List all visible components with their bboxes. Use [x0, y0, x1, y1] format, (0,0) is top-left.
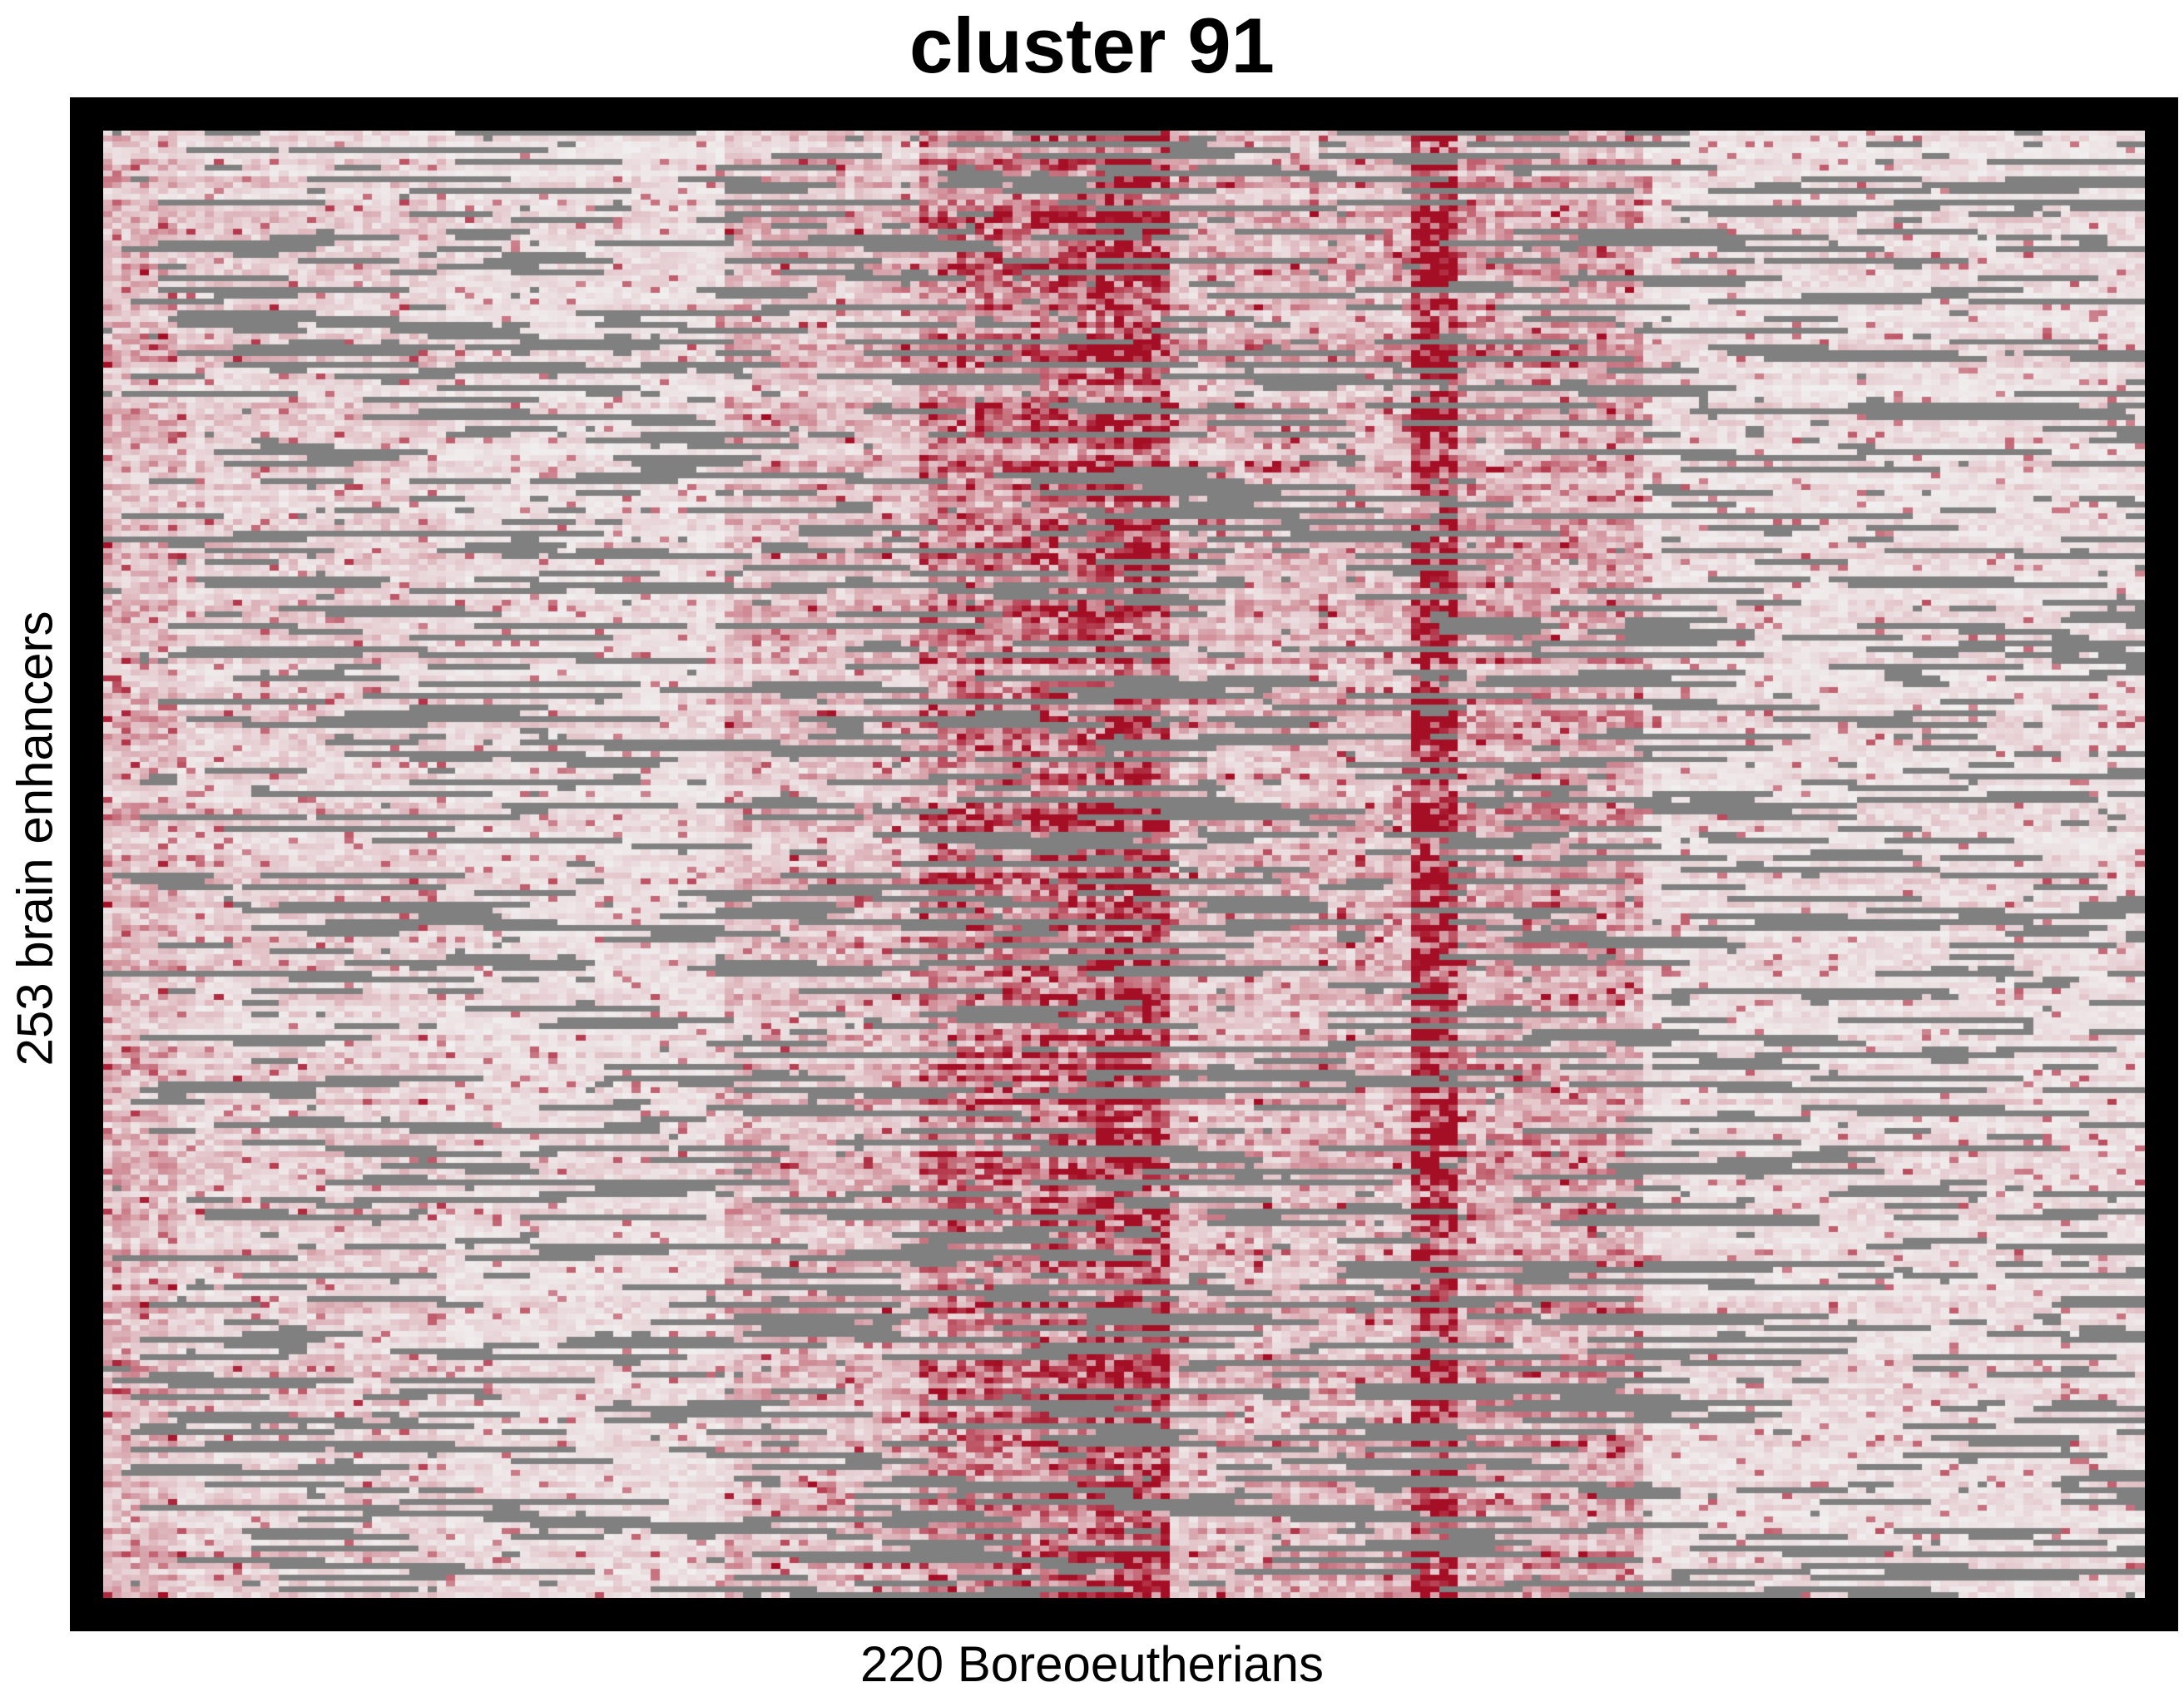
y-axis-label: 253 brain enhancers	[7, 611, 63, 1066]
heatmap-cells	[103, 131, 2145, 1598]
heatmap-frame	[70, 97, 2178, 1631]
chart-title: cluster 91	[909, 2, 1275, 89]
x-axis-label: 220 Boreoeutherians	[859, 1636, 1325, 1692]
